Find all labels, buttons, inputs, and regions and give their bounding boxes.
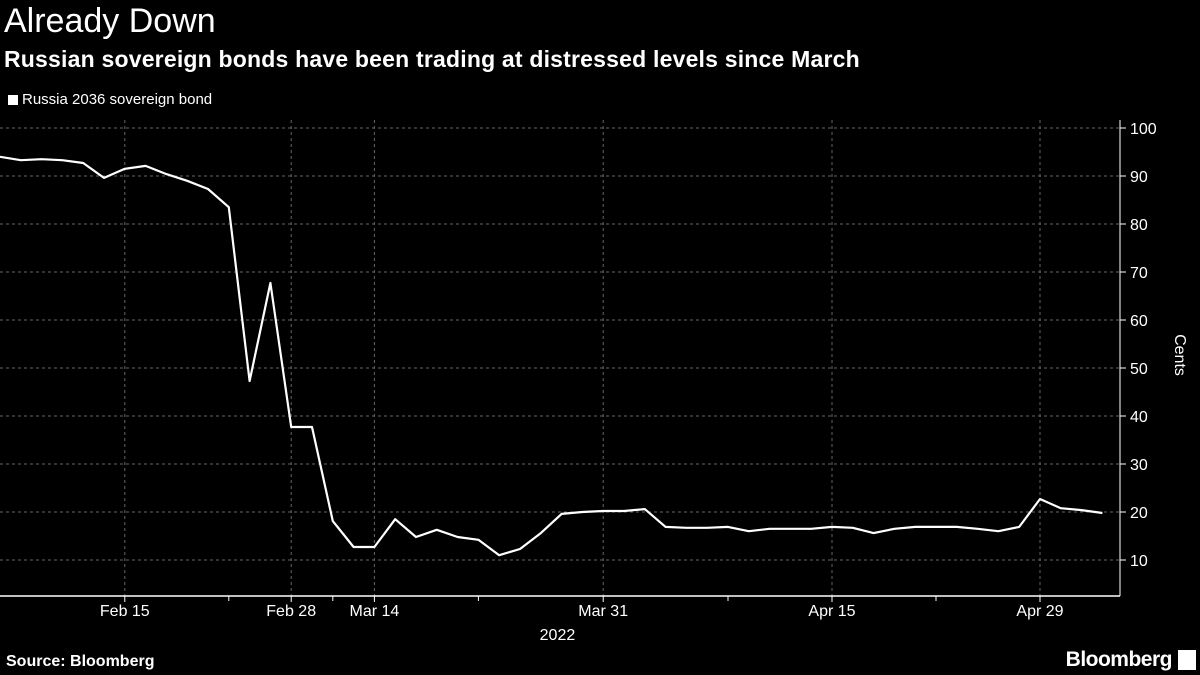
y-tick-label: 70 xyxy=(1130,265,1148,282)
bloomberg-logo: Bloomberg xyxy=(1065,648,1173,671)
y-tick-label: 80 xyxy=(1130,217,1148,234)
x-year-label: 2022 xyxy=(540,627,576,644)
y-tick-label: 20 xyxy=(1130,505,1148,522)
x-tick-label: Apr 29 xyxy=(1016,603,1063,620)
legend-label: Russia 2036 sovereign bond xyxy=(22,91,213,108)
source-note: Source: Bloomberg xyxy=(6,653,155,670)
bloomberg-chart-icon xyxy=(1178,650,1196,670)
legend: Russia 2036 sovereign bond xyxy=(8,91,212,108)
x-tick-label: Mar 31 xyxy=(578,603,628,620)
x-tick-label: Feb 28 xyxy=(266,603,316,620)
y-tick-label: 60 xyxy=(1130,313,1148,330)
y-tick-label: 50 xyxy=(1130,361,1148,378)
y-tick-label: 10 xyxy=(1130,553,1148,570)
chart-title: Already Down xyxy=(4,2,216,40)
x-tick-label: Mar 14 xyxy=(350,603,400,620)
x-tick-label: Feb 15 xyxy=(100,603,150,620)
legend-swatch xyxy=(8,94,18,105)
y-tick-label: 30 xyxy=(1130,457,1148,474)
x-tick-label: Apr 15 xyxy=(808,603,855,620)
y-tick-label: 40 xyxy=(1130,409,1148,426)
y-tick-label: 90 xyxy=(1130,169,1148,186)
series-line-russia-2036 xyxy=(0,155,1103,557)
y-axis-label: Cents xyxy=(1171,334,1188,376)
chart-subtitle: Russian sovereign bonds have been tradin… xyxy=(4,46,860,72)
y-tick-label: 100 xyxy=(1130,121,1157,138)
